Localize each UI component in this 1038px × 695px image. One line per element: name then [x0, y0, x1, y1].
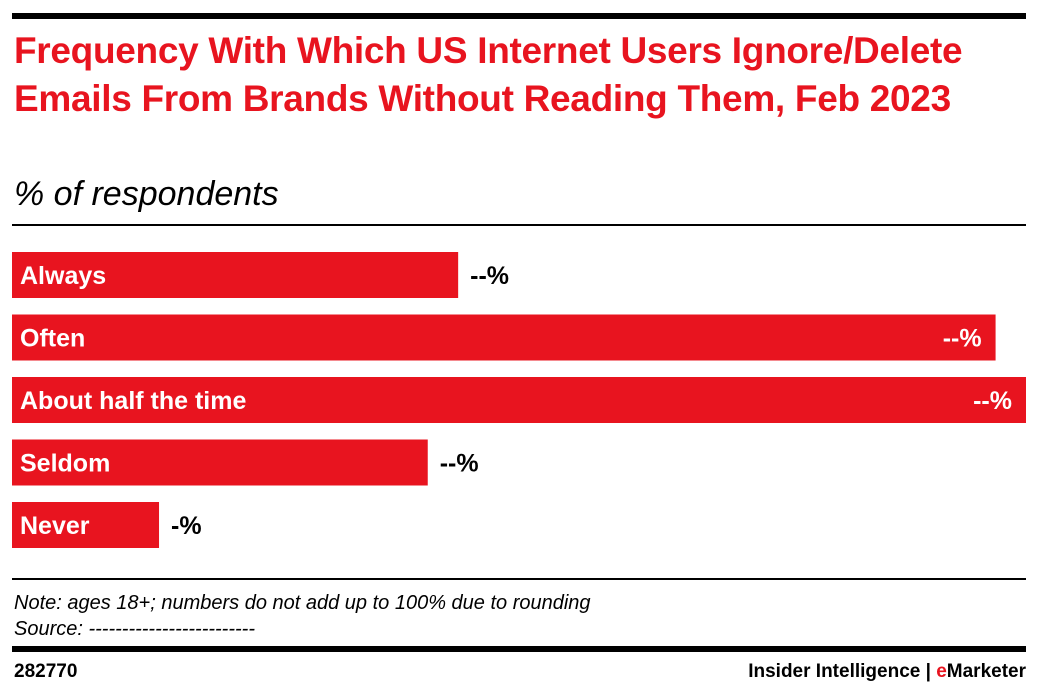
value-label-2: --% — [973, 387, 1012, 415]
footer-divider — [12, 578, 1026, 580]
bar-chart: Always --% Often --% About half the time --% S… — [12, 252, 1026, 548]
brand-prefix: Insider Intelligence | — [748, 661, 937, 682]
category-label-4: Never — [20, 512, 90, 540]
value-label-1: --% — [943, 325, 982, 353]
value-label-4: -% — [171, 512, 202, 540]
bar-0 — [12, 252, 459, 298]
category-label-2: About half the time — [20, 387, 246, 415]
chart-title: Frequency With Which US Internet Users I… — [14, 30, 963, 119]
brand-suffix: Marketer — [946, 661, 1026, 682]
bar-4 — [12, 502, 160, 548]
category-label-1: Often — [20, 325, 85, 353]
header-divider — [12, 224, 1026, 226]
bar-2 — [12, 377, 1026, 423]
bottom-rule — [12, 646, 1026, 652]
value-label-0: --% — [470, 262, 509, 290]
chart-note: Note: ages 18+; numbers do not add up to… — [14, 592, 591, 614]
category-label-0: Always — [20, 262, 106, 290]
chart-id: 282770 — [14, 661, 78, 682]
brand-credit: Insider Intelligence | eMarketer — [748, 660, 1026, 684]
value-label-3: --% — [440, 450, 479, 478]
category-label-3: Seldom — [20, 450, 110, 478]
top-rule — [12, 13, 1026, 19]
bar-1 — [12, 314, 996, 361]
brand-accent: e — [936, 661, 947, 682]
chart-subtitle: % of respondents — [14, 175, 279, 213]
bar-3 — [12, 439, 428, 486]
chart-source: Source: ------------------------- — [14, 618, 255, 640]
